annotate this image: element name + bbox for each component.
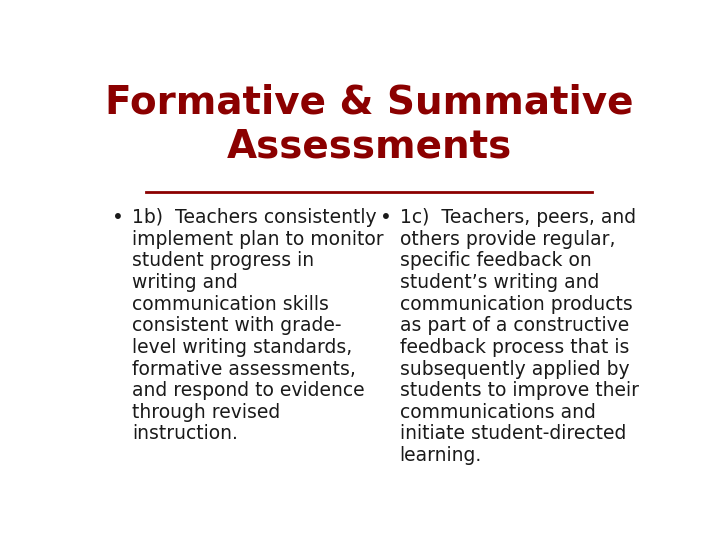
Text: implement plan to monitor: implement plan to monitor	[132, 230, 384, 249]
Text: student’s writing and: student’s writing and	[400, 273, 599, 292]
Text: Formative & Summative
Assessments: Formative & Summative Assessments	[104, 84, 634, 166]
Text: feedback process that is: feedback process that is	[400, 338, 629, 357]
Text: •: •	[112, 208, 124, 227]
Text: learning.: learning.	[400, 446, 482, 465]
Text: instruction.: instruction.	[132, 424, 238, 443]
Text: as part of a constructive: as part of a constructive	[400, 316, 629, 335]
Text: writing and: writing and	[132, 273, 238, 292]
Text: students to improve their: students to improve their	[400, 381, 639, 400]
Text: communication products: communication products	[400, 295, 632, 314]
Text: specific feedback on: specific feedback on	[400, 252, 591, 271]
Text: formative assessments,: formative assessments,	[132, 360, 356, 379]
Text: communications and: communications and	[400, 403, 595, 422]
Text: and respond to evidence: and respond to evidence	[132, 381, 364, 400]
Text: level writing standards,: level writing standards,	[132, 338, 352, 357]
Text: consistent with grade-: consistent with grade-	[132, 316, 341, 335]
Text: subsequently applied by: subsequently applied by	[400, 360, 629, 379]
Text: others provide regular,: others provide regular,	[400, 230, 615, 249]
Text: 1b)  Teachers consistently: 1b) Teachers consistently	[132, 208, 377, 227]
Text: student progress in: student progress in	[132, 252, 314, 271]
Text: initiate student-directed: initiate student-directed	[400, 424, 626, 443]
Text: communication skills: communication skills	[132, 295, 329, 314]
Text: •: •	[380, 208, 392, 227]
Text: 1c)  Teachers, peers, and: 1c) Teachers, peers, and	[400, 208, 636, 227]
Text: through revised: through revised	[132, 403, 280, 422]
